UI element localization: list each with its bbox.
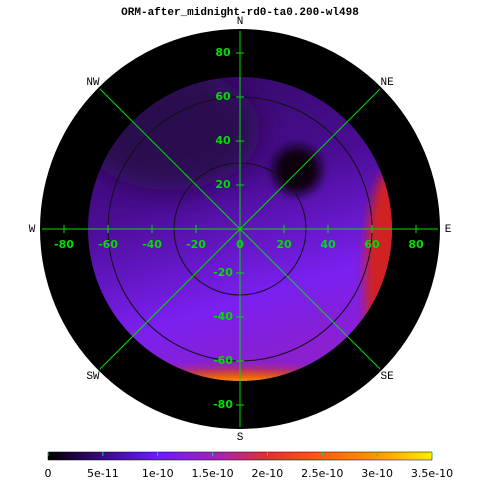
compass-label: S (237, 432, 244, 444)
compass-label: E (445, 224, 452, 236)
colorbar (47, 451, 433, 461)
x-tick-label: -80 (54, 238, 74, 251)
x-tick-label: -60 (98, 238, 118, 251)
colorbar-tick-label: 1.5e-10 (191, 467, 233, 480)
x-tick-label: 60 (364, 238, 380, 251)
compass-label: NW (86, 77, 100, 89)
colorbar-tick-label: 2.5e-10 (301, 467, 343, 480)
colorbar-tick-label: 0 (45, 467, 52, 480)
compass-label: NE (380, 77, 394, 89)
colorbar-tick-label: 5e-11 (87, 467, 119, 480)
colorbar-tick-label: 3.5e-10 (411, 467, 453, 480)
y-tick-label: -60 (213, 354, 233, 367)
y-tick-label: -40 (213, 310, 233, 323)
y-tick-label: 80 (215, 46, 231, 59)
colorbar-tick-label: 2e-10 (252, 467, 284, 480)
x-tick-label: -20 (186, 238, 206, 251)
y-tick-label: 20 (215, 178, 231, 191)
compass-label: N (237, 16, 244, 28)
dark-spot (273, 146, 321, 194)
x-tick-label: 40 (320, 238, 336, 251)
compass-label: W (29, 224, 36, 236)
x-tick-label: 20 (276, 238, 292, 251)
x-tick-label: 80 (408, 238, 424, 251)
x-tick-label: 0 (236, 238, 244, 251)
chart-title: ORM-after_midnight-rd0-ta0.200-wl498 (121, 7, 359, 19)
compass-label: SE (380, 371, 394, 383)
colorbar-tick-label: 3e-10 (361, 467, 393, 480)
y-tick-label: -80 (213, 398, 233, 411)
x-tick-label: -40 (142, 238, 162, 251)
y-tick-label: 60 (215, 90, 231, 103)
y-tick-label: 40 (215, 134, 231, 147)
colorbar-tick-label: 1e-10 (142, 467, 174, 480)
y-tick-label: -20 (213, 266, 233, 279)
compass-label: SW (86, 371, 100, 383)
